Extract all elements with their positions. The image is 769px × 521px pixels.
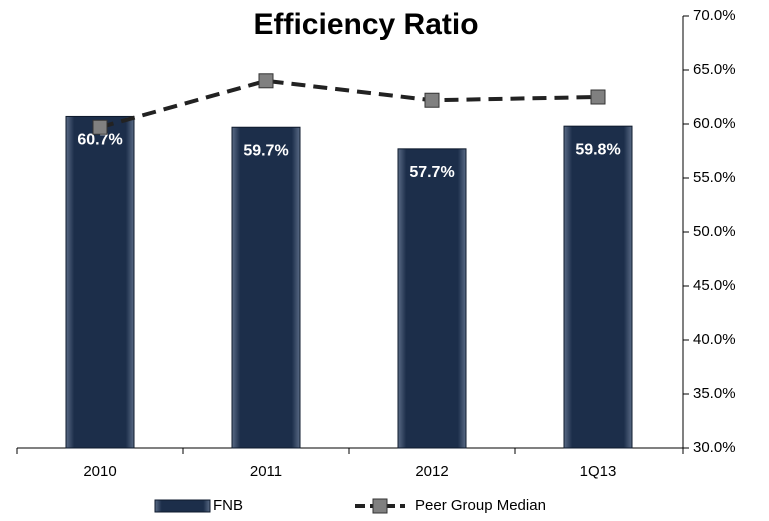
legend-label: Peer Group Median — [415, 497, 546, 514]
y-tick-label: 55.0% — [693, 169, 736, 186]
bar — [65, 115, 135, 449]
marker — [424, 92, 440, 108]
legend-label: FNB — [213, 497, 243, 514]
chart-title: Efficiency Ratio — [253, 8, 478, 41]
x-tick-label: 2012 — [415, 463, 448, 480]
x-tick-label: 2011 — [250, 463, 282, 480]
x-tick-label: 1Q13 — [580, 463, 617, 480]
value-label: 59.8% — [575, 141, 620, 158]
marker — [590, 89, 606, 105]
line — [99, 78, 599, 130]
y-tick-label: 65.0% — [693, 61, 736, 78]
bar — [563, 125, 633, 449]
y-tick-label: 50.0% — [693, 223, 736, 240]
legend-swatch — [154, 499, 211, 513]
value-label: 57.7% — [409, 164, 454, 181]
x-tick-label: 2010 — [83, 463, 116, 480]
bar — [397, 148, 467, 449]
bar — [231, 126, 301, 449]
y-tick-label: 35.0% — [693, 385, 736, 402]
y-tick-label: 70.0% — [693, 7, 736, 24]
value-label: 59.7% — [243, 142, 288, 159]
marker — [258, 73, 274, 89]
y-tick-label: 45.0% — [693, 277, 736, 294]
y-tick-label: 30.0% — [693, 439, 736, 456]
legend-marker — [372, 498, 388, 514]
marker — [92, 119, 108, 135]
y-tick-label: 40.0% — [693, 331, 736, 348]
value-label: 60.7% — [77, 132, 122, 149]
y-tick-label: 60.0% — [693, 115, 736, 132]
